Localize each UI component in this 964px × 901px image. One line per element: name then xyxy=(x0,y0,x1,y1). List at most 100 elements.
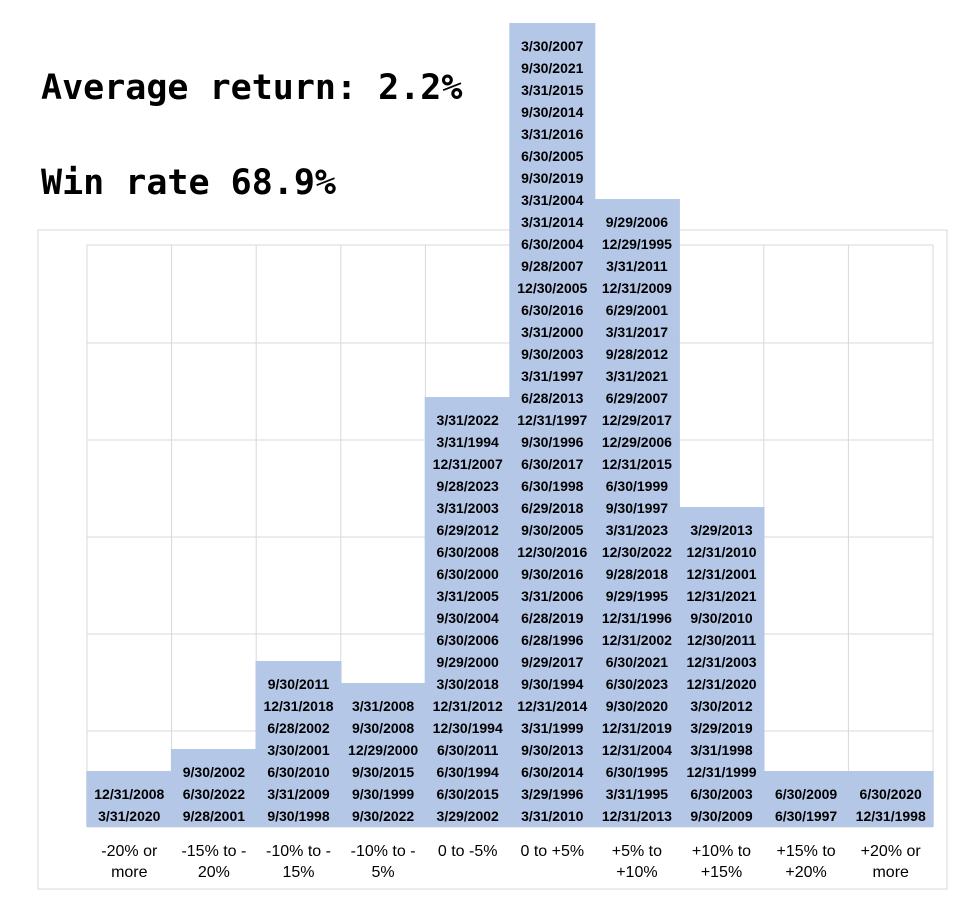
x-tick-label: -15% to - xyxy=(181,843,246,860)
date-label: 12/29/2000 xyxy=(348,742,418,758)
date-label: 9/30/2019 xyxy=(521,170,583,186)
date-label: 9/30/2005 xyxy=(521,522,583,538)
date-label: 9/30/1998 xyxy=(267,808,329,824)
chart-frame xyxy=(37,229,948,890)
date-label: 9/30/2020 xyxy=(606,698,668,714)
x-tick-label: more xyxy=(111,864,148,881)
date-label: 9/30/2009 xyxy=(690,808,752,824)
date-label: 6/30/1995 xyxy=(606,764,668,780)
date-label: 6/30/2009 xyxy=(775,786,837,802)
date-label: 9/30/2022 xyxy=(352,808,414,824)
date-label: 12/30/2005 xyxy=(517,280,587,296)
date-label: 6/30/2003 xyxy=(690,786,752,802)
x-tick-label: +10% xyxy=(616,864,657,881)
date-label: 9/30/2016 xyxy=(521,566,583,582)
date-label: 12/31/2002 xyxy=(602,632,672,648)
date-label: 6/30/1994 xyxy=(437,764,499,780)
date-label: 3/31/2016 xyxy=(521,126,583,142)
date-label: 3/31/1998 xyxy=(690,742,752,758)
date-label: 9/29/1995 xyxy=(606,588,668,604)
date-label: 6/30/1997 xyxy=(775,808,837,824)
date-label: 9/30/2011 xyxy=(268,676,330,692)
x-tick-label: +10% to xyxy=(692,843,751,860)
date-label: 3/31/2015 xyxy=(521,82,583,98)
date-label: 3/29/2002 xyxy=(437,808,499,824)
date-label: 6/30/2004 xyxy=(521,236,583,252)
date-label: 3/31/2003 xyxy=(437,500,499,516)
date-label: 3/31/2017 xyxy=(606,324,668,340)
date-label: 9/28/2001 xyxy=(183,808,245,824)
bin-bar-0 xyxy=(86,771,173,827)
date-label: 6/30/2008 xyxy=(437,544,499,560)
bin-bar-7 xyxy=(678,507,765,827)
date-label: 6/30/2021 xyxy=(606,654,668,670)
date-label: 6/28/1996 xyxy=(521,632,583,648)
date-label: 3/31/2009 xyxy=(267,786,329,802)
date-label: 12/31/2013 xyxy=(602,808,672,824)
date-label: 6/30/2014 xyxy=(521,764,583,780)
x-axis-tick-labels: -20% or more -15% to - 20% -10% to - 15% -10% … xyxy=(101,843,921,881)
bin-bar-1 xyxy=(170,749,257,827)
date-label: 9/30/2013 xyxy=(521,742,583,758)
date-label: 6/30/1999 xyxy=(606,478,668,494)
x-tick-label: +20% xyxy=(785,864,826,881)
date-label: 3/31/2011 xyxy=(606,258,668,274)
x-tick-label: 0 to +5% xyxy=(520,843,584,860)
date-label: 9/30/2015 xyxy=(352,764,414,780)
date-label: 6/28/2002 xyxy=(267,720,329,736)
date-label: 12/31/2018 xyxy=(263,698,333,714)
date-label: 12/31/2021 xyxy=(686,588,756,604)
date-label: 3/29/2019 xyxy=(690,720,752,736)
bin-bar-5 xyxy=(509,23,596,827)
date-label: 6/30/2022 xyxy=(183,786,245,802)
date-label: 12/31/2012 xyxy=(433,698,503,714)
date-label: 3/29/1996 xyxy=(521,786,583,802)
date-label: 6/30/2020 xyxy=(860,786,922,802)
date-label: 12/30/2016 xyxy=(517,544,587,560)
date-label: 3/31/1997 xyxy=(521,368,583,384)
date-label: 3/31/2021 xyxy=(606,368,668,384)
date-label: 3/31/2008 xyxy=(352,698,414,714)
date-label: 9/30/1999 xyxy=(352,786,414,802)
bin-bar-3 xyxy=(340,683,427,827)
bin-bar-4 xyxy=(424,397,511,827)
date-label: 9/28/2012 xyxy=(606,346,668,362)
x-tick-label: -10% to - xyxy=(266,843,331,860)
date-label: 3/31/1995 xyxy=(606,786,668,802)
date-label: 6/30/2015 xyxy=(437,786,499,802)
date-label: 12/31/2015 xyxy=(602,456,672,472)
date-label: 9/30/2008 xyxy=(352,720,414,736)
date-label: 6/29/2018 xyxy=(521,500,583,516)
date-label: 9/29/2006 xyxy=(606,214,668,230)
date-label: 3/30/2018 xyxy=(437,676,499,692)
date-label: 3/31/2000 xyxy=(521,324,583,340)
date-label: 3/31/2006 xyxy=(521,588,583,604)
date-label: 3/31/2010 xyxy=(521,808,583,824)
date-label: 9/30/2003 xyxy=(521,346,583,362)
date-label: 6/30/2016 xyxy=(521,302,583,318)
date-label: 12/31/2007 xyxy=(433,456,503,472)
date-label: 12/29/1995 xyxy=(602,236,672,252)
date-label: 3/31/2014 xyxy=(521,214,583,230)
date-label: 12/30/2011 xyxy=(687,632,757,648)
x-tick-label: +5% to xyxy=(612,843,662,860)
date-label: 6/28/2013 xyxy=(521,390,583,406)
x-tick-label: 15% xyxy=(282,864,314,881)
date-label: 6/30/1998 xyxy=(521,478,583,494)
date-label: 12/31/2008 xyxy=(94,786,164,802)
date-label: 9/30/1994 xyxy=(521,676,583,692)
date-label: 3/31/1994 xyxy=(437,434,499,450)
date-label: 12/31/2010 xyxy=(686,544,756,560)
date-label: 6/30/2017 xyxy=(521,456,583,472)
date-label: 6/30/2011 xyxy=(437,742,499,758)
date-stack-labels: 3/31/2020 12/31/2008 9/28/2001 6/30/2022 9/3… xyxy=(94,38,926,824)
date-label: 12/31/1997 xyxy=(517,412,587,428)
date-label: 6/30/2005 xyxy=(521,148,583,164)
x-tick-label: more xyxy=(872,864,909,881)
date-label: 3/31/2020 xyxy=(98,808,160,824)
date-label: 3/30/2001 xyxy=(267,742,329,758)
date-label: 3/31/2004 xyxy=(521,192,583,208)
date-label: 12/29/2006 xyxy=(602,434,672,450)
bin-bar-2 xyxy=(255,661,342,827)
